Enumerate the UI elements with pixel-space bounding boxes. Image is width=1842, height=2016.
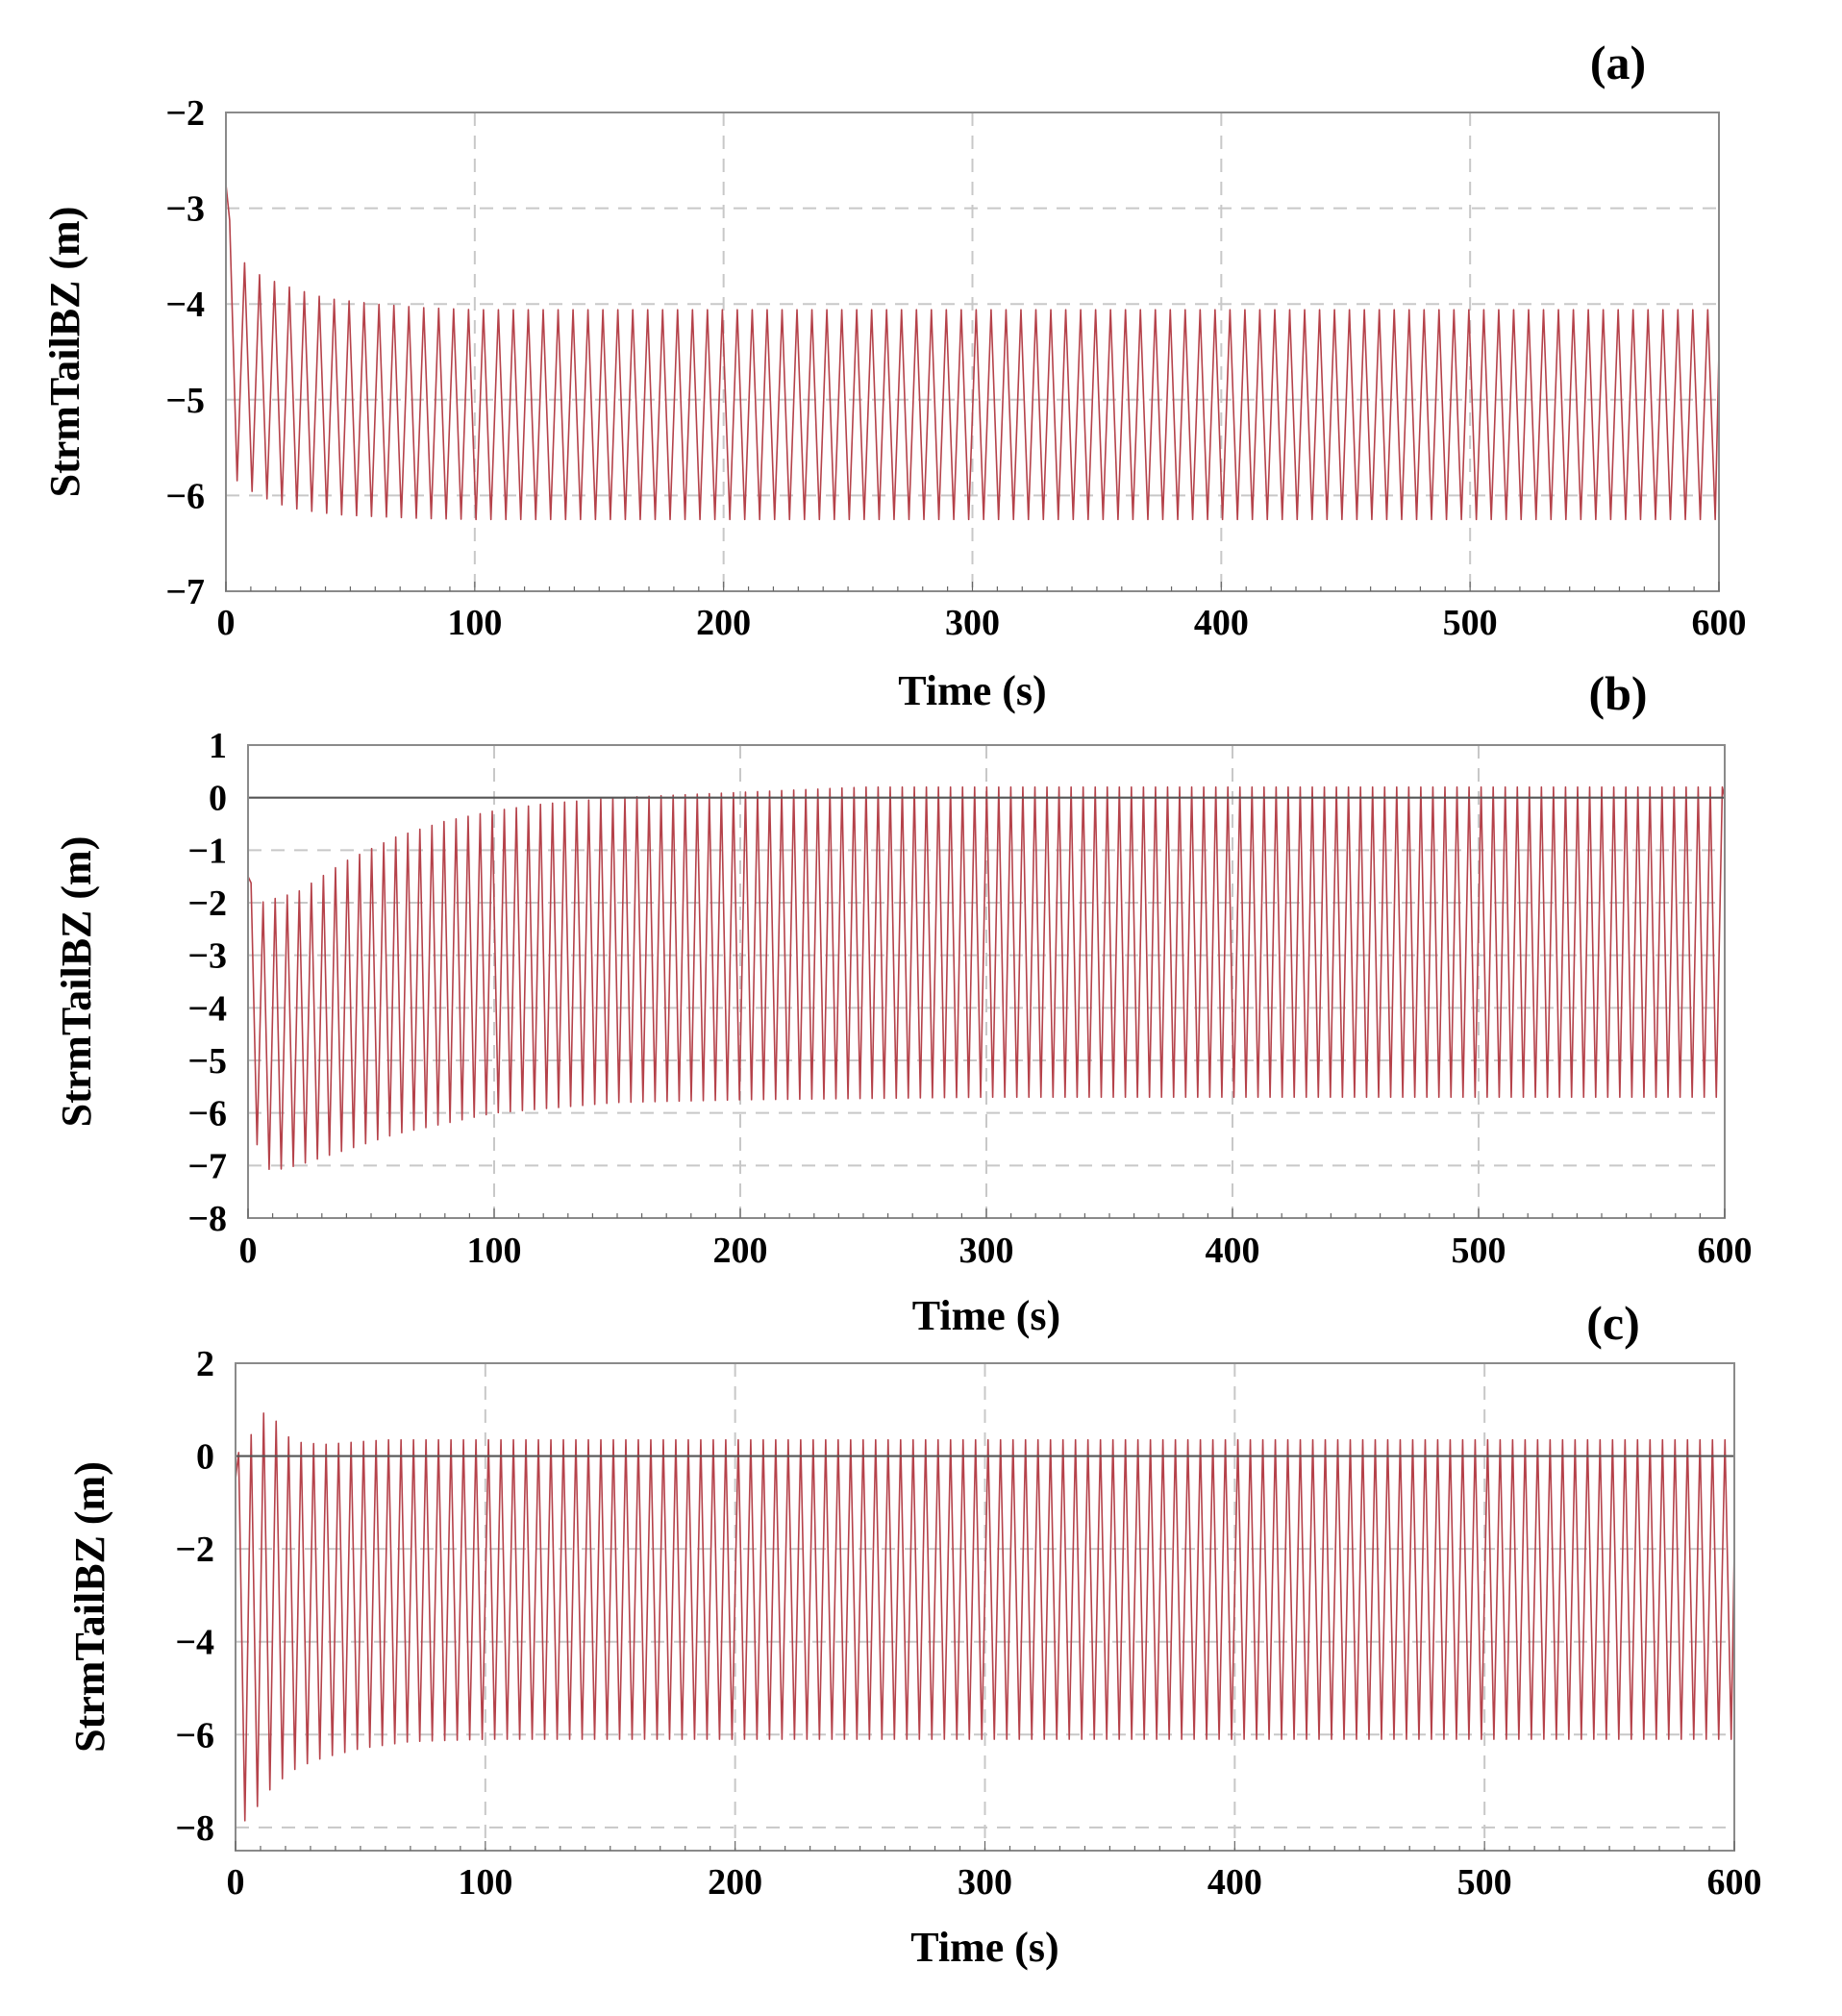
y-tick-label: −2 [175,1530,214,1570]
y-tick-label: −7 [165,572,205,612]
x-tick-label: 100 [447,603,502,643]
x-tick-label: 0 [227,1862,245,1903]
y-axis-title: StrmTailBZ (m) [41,207,88,498]
chart-panel-3: 0 100 200 300 400 500 600 −8 −6 −4 −2 0 2 Time (s) Str… [66,1296,1762,1971]
panel-label: (c) [1586,1296,1640,1350]
x-tick-label: 400 [1194,603,1249,643]
series-line-1 [235,1412,1735,1822]
y-tick-label: −6 [175,1715,214,1755]
x-tick-label: 500 [1457,1862,1512,1903]
y-tick-label: −3 [165,189,205,230]
y-tick-label: −8 [187,1199,227,1239]
x-tick-label: 200 [696,603,751,643]
x-tick-label: 400 [1206,1231,1260,1271]
y-axis-title: StrmTailBZ (m) [53,836,100,1128]
y-tick-label: −7 [187,1146,227,1186]
x-tick-label: 100 [458,1862,512,1903]
x-tick-label: 300 [958,1862,1012,1903]
x-tick-label: 600 [1692,603,1747,643]
panel-label: (b) [1588,666,1647,720]
y-tick-label: −6 [165,476,205,516]
x-tick-label: 0 [239,1231,258,1271]
y-tick-label: −5 [187,1041,227,1082]
y-tick-label: −4 [187,988,227,1029]
y-tick-label: −5 [165,381,205,421]
y-tick-label: −2 [165,93,205,134]
y-tick-label: −4 [165,285,205,325]
y-tick-label: −3 [187,936,227,977]
y-tick-label: 2 [196,1344,214,1384]
x-tick-label: 200 [708,1862,762,1903]
x-tick-label: 300 [959,1231,1014,1271]
y-tick-label: 1 [209,726,227,766]
x-tick-label: 600 [1707,1862,1762,1903]
x-tick-label: 0 [217,603,236,643]
y-tick-label: −4 [175,1623,214,1663]
y-axis-title: StrmTailBZ (m) [66,1461,113,1753]
y-tick-label: −1 [187,831,227,871]
y-tick-label: 0 [196,1437,214,1478]
x-tick-label: 500 [1452,1231,1506,1271]
x-tick-label: 200 [713,1231,768,1271]
x-axis-title: Time (s) [912,1292,1060,1339]
x-tick-label: 100 [467,1231,522,1271]
y-tick-label: −8 [175,1808,214,1849]
y-tick-label: 0 [209,779,227,819]
x-tick-label: 500 [1443,603,1498,643]
series-line-1 [225,184,1720,521]
x-axis-title: Time (s) [910,1924,1058,1971]
x-tick-label: 300 [945,603,1000,643]
chart-panel-2: 0 100 200 300 400 500 600 −8 −7 −6 −5 −4 −3 −2 −1 0 1 Tim… [53,666,1753,1339]
x-axis-title: Time (s) [898,667,1046,714]
x-tick-label: 400 [1207,1862,1262,1903]
panel-label: (a) [1590,36,1646,89]
y-tick-label: −6 [187,1094,227,1134]
x-tick-label: 600 [1698,1231,1753,1271]
y-tick-label: −2 [187,884,227,924]
chart-panel-1: 0 100 200 300 400 500 600 −7 −6 −5 −4 −3 −2 Time (s) S… [41,36,1747,714]
series-line-1 [247,785,1726,1171]
